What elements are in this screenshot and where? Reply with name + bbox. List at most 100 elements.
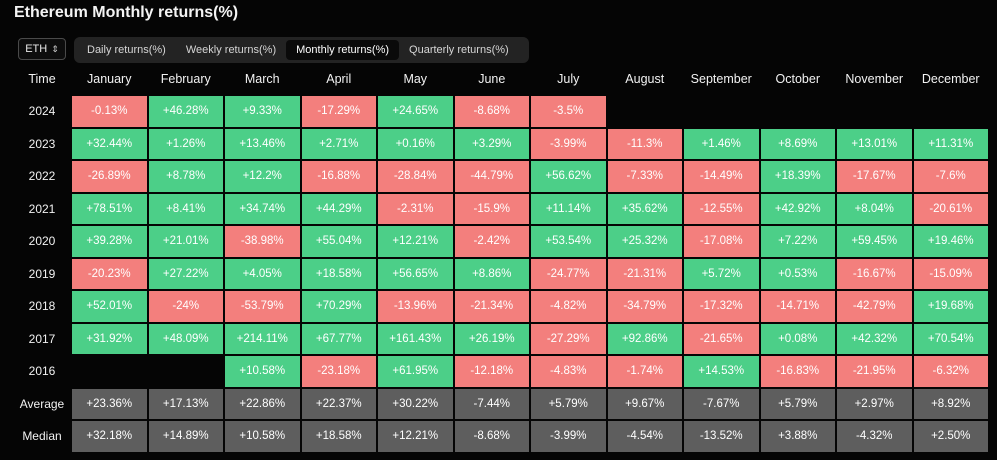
return-cell: -14.71% xyxy=(760,291,835,322)
stat-cell: +2.97% xyxy=(837,388,912,419)
return-cell: +8.69% xyxy=(760,128,835,159)
return-cell: +12.2% xyxy=(225,161,300,192)
return-cell: -17.08% xyxy=(684,226,759,257)
return-period-tabs: Daily returns(%) Weekly returns(%) Month… xyxy=(74,37,529,63)
return-cell: +42.92% xyxy=(760,193,835,224)
return-cell: +24.65% xyxy=(378,96,453,127)
stat-cell: -7.67% xyxy=(684,388,759,419)
return-cell: -42.79% xyxy=(837,291,912,322)
return-cell: +8.41% xyxy=(148,193,223,224)
return-cell: -21.65% xyxy=(684,323,759,354)
return-cell: +27.22% xyxy=(148,258,223,289)
return-cell: -3.99% xyxy=(531,128,606,159)
return-cell: +11.14% xyxy=(531,193,606,224)
year-row-label: 2024 xyxy=(28,104,56,118)
stat-cell: +2.50% xyxy=(913,421,988,452)
return-cell: -4.83% xyxy=(531,356,606,387)
column-header-month: November xyxy=(845,72,904,86)
column-header-time: Time xyxy=(28,72,56,86)
year-row-label: 2022 xyxy=(28,169,56,183)
return-cell: +21.01% xyxy=(148,226,223,257)
column-header-month: January xyxy=(87,72,132,86)
return-cell: -16.83% xyxy=(760,356,835,387)
stat-cell: +30.22% xyxy=(378,388,453,419)
return-cell: +25.32% xyxy=(607,226,682,257)
return-cell: -44.79% xyxy=(454,161,529,192)
return-cell: +44.29% xyxy=(301,193,376,224)
column-header-month: September xyxy=(690,72,752,86)
return-cell: -20.61% xyxy=(913,193,988,224)
return-cell: -2.31% xyxy=(378,193,453,224)
return-cell: +18.58% xyxy=(301,258,376,289)
stat-cell: -3.99% xyxy=(531,421,606,452)
return-cell: +61.95% xyxy=(378,356,453,387)
return-cell: +53.54% xyxy=(531,226,606,257)
return-cell: -23.18% xyxy=(301,356,376,387)
stat-cell: -4.54% xyxy=(607,421,682,452)
return-cell: +8.04% xyxy=(837,193,912,224)
return-cell: +3.29% xyxy=(454,128,529,159)
return-cell: -12.18% xyxy=(454,356,529,387)
return-cell: +1.46% xyxy=(684,128,759,159)
return-cell: +8.78% xyxy=(148,161,223,192)
year-row-label: 2018 xyxy=(28,299,56,313)
return-cell: +67.77% xyxy=(301,323,376,354)
return-cell: +34.74% xyxy=(225,193,300,224)
return-cell: +13.01% xyxy=(837,128,912,159)
year-row-label: 2016 xyxy=(28,364,56,378)
return-cell: +19.46% xyxy=(913,226,988,257)
return-cell: -53.79% xyxy=(225,291,300,322)
column-header-month: May xyxy=(403,72,428,86)
return-cell: +32.44% xyxy=(72,128,147,159)
return-cell: -16.88% xyxy=(301,161,376,192)
return-cell: -24.77% xyxy=(531,258,606,289)
asset-select-value: ETH xyxy=(25,43,48,55)
return-cell xyxy=(837,96,912,127)
column-header-month: February xyxy=(160,72,211,86)
tab-quarterly-returns[interactable]: Quarterly returns(%) xyxy=(409,44,509,56)
return-cell: +2.71% xyxy=(301,128,376,159)
return-cell: +39.28% xyxy=(72,226,147,257)
stat-cell: -13.52% xyxy=(684,421,759,452)
stat-cell: +5.79% xyxy=(531,388,606,419)
year-row-label: 2023 xyxy=(28,136,56,151)
return-cell: +10.58% xyxy=(225,356,300,387)
return-cell: +56.62% xyxy=(531,161,606,192)
return-cell: -26.89% xyxy=(72,161,147,192)
stat-cell: +5.79% xyxy=(760,388,835,419)
return-cell: +7.22% xyxy=(760,226,835,257)
return-cell: +214.11% xyxy=(225,323,300,354)
tab-weekly-returns[interactable]: Weekly returns(%) xyxy=(185,44,277,56)
return-cell: +55.04% xyxy=(301,226,376,257)
return-cell: -7.6% xyxy=(913,161,988,192)
return-cell: +52.01% xyxy=(72,291,147,322)
return-cell: -1.74% xyxy=(607,356,682,387)
return-cell: +1.26% xyxy=(148,128,223,159)
stat-cell: +32.18% xyxy=(72,421,147,452)
return-cell: +19.68% xyxy=(913,291,988,322)
stat-cell: +23.36% xyxy=(72,388,147,419)
return-cell: -27.29% xyxy=(531,323,606,354)
stat-cell: +14.89% xyxy=(148,421,223,452)
return-cell: +14.53% xyxy=(684,356,759,387)
asset-select[interactable]: ETH ⇕ xyxy=(18,38,66,60)
return-cell: -21.95% xyxy=(837,356,912,387)
stat-cell: -4.32% xyxy=(837,421,912,452)
return-cell: -24% xyxy=(148,291,223,322)
stat-cell: +18.58% xyxy=(301,421,376,452)
tab-daily-returns[interactable]: Daily returns(%) xyxy=(87,44,166,56)
return-cell: +56.65% xyxy=(378,258,453,289)
return-cell: +18.39% xyxy=(760,161,835,192)
return-cell: -6.32% xyxy=(913,356,988,387)
return-cell: +59.45% xyxy=(837,226,912,257)
return-cell: +92.86% xyxy=(607,323,682,354)
return-cell xyxy=(761,96,836,127)
column-header-month: March xyxy=(244,72,280,86)
return-cell: +70.29% xyxy=(301,291,376,322)
tab-monthly-returns[interactable]: Monthly returns(%) xyxy=(286,40,400,60)
monthly-returns-table: Time January February March April May June July… xyxy=(14,64,988,452)
return-cell: +78.51% xyxy=(72,193,147,224)
return-cell: -4.82% xyxy=(531,291,606,322)
return-cell: +26.19% xyxy=(454,323,529,354)
return-cell: +5.72% xyxy=(684,258,759,289)
